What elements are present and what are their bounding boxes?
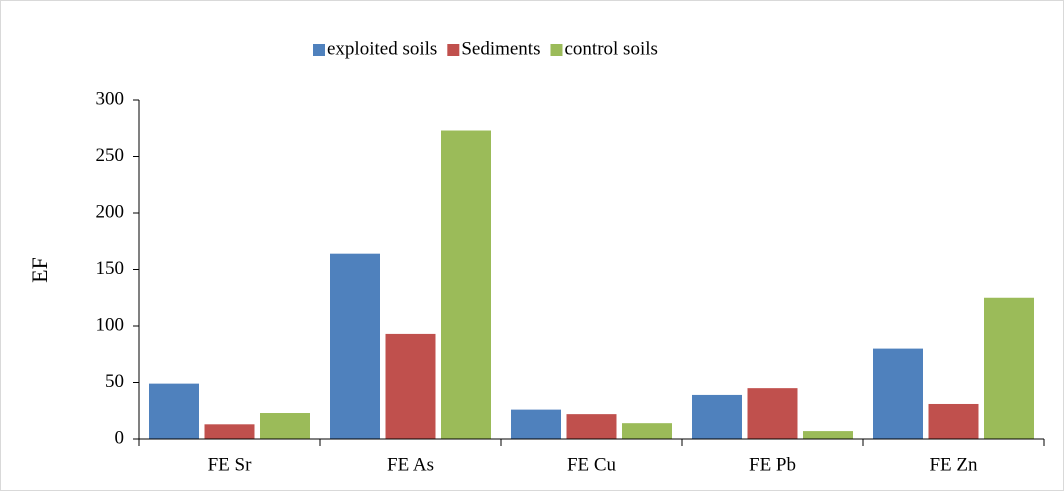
bar	[149, 383, 199, 439]
bar	[692, 394, 742, 439]
bar	[260, 413, 310, 439]
legend-label: control soils	[564, 38, 657, 59]
bar	[204, 424, 255, 439]
bar	[385, 333, 436, 439]
legend-swatch	[550, 44, 563, 56]
x-tick-label: FE As	[387, 454, 434, 475]
x-tick-label: FE Cu	[567, 454, 617, 475]
y-tick-label: 300	[96, 88, 125, 109]
bar	[803, 431, 853, 439]
y-tick-label: 150	[96, 258, 125, 279]
y-axis-label: EF	[27, 257, 52, 283]
x-tick-label: FE Zn	[929, 454, 978, 475]
legend-swatch	[313, 44, 325, 56]
y-tick-label: 100	[96, 314, 125, 335]
bar	[330, 253, 380, 439]
bar	[873, 348, 923, 439]
bar	[747, 388, 798, 439]
bar	[622, 423, 672, 439]
y-tick-label: 200	[96, 201, 125, 222]
x-tick-label: FE Sr	[208, 454, 252, 475]
legend-label: Sediments	[461, 38, 540, 59]
x-tick-label: FE Pb	[749, 454, 796, 475]
legend-label: exploited soils	[327, 38, 437, 59]
bar	[511, 409, 561, 439]
bar	[984, 297, 1034, 439]
bar	[441, 130, 491, 439]
bar	[566, 414, 617, 439]
y-tick-label: 250	[96, 145, 125, 166]
bar	[928, 403, 979, 439]
y-tick-label: 0	[115, 427, 125, 448]
legend-swatch	[447, 44, 460, 56]
y-tick-label: 50	[105, 371, 124, 392]
